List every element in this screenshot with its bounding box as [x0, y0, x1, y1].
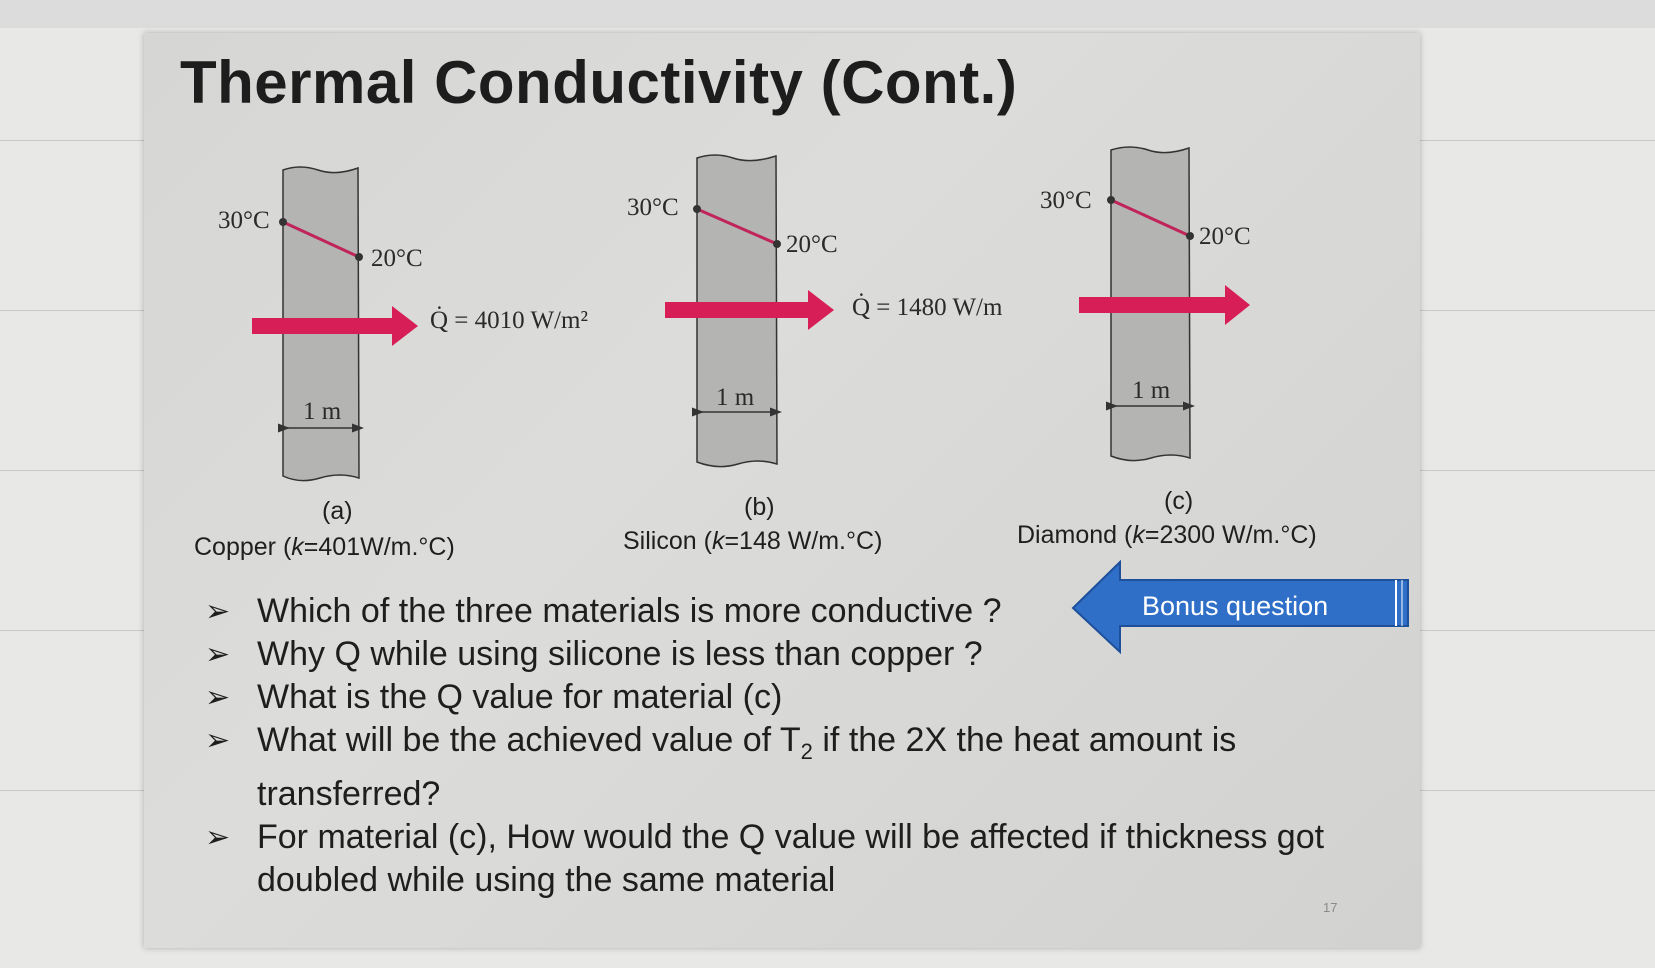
- figure-b-heat-flux: Q̇ = 1480 W/m: [852, 294, 1003, 321]
- question-item: ➢ What will be the achieved value of T2 …: [205, 721, 1237, 813]
- question-item: ➢ Why Q while using silicone is less tha…: [205, 633, 1405, 676]
- question-item: ➢ Which of the three materials is more c…: [205, 590, 1405, 633]
- figure-b-letter: (b): [744, 493, 775, 521]
- figure-a-caption: Copper (k=401W/m.°C): [194, 533, 455, 561]
- figure-a-heat-flux: Q̇ = 4010 W/m²: [430, 307, 588, 334]
- arrow-bullet-icon: ➢: [205, 681, 231, 714]
- figure-c-temp-right: 20°C: [1199, 223, 1251, 250]
- figure-a-width: 1 m: [303, 398, 342, 425]
- background-strip: [0, 0, 1655, 28]
- figure-a-temp-right: 20°C: [371, 245, 423, 272]
- figure-b-caption: Silicon (k=148 W/m.°C): [623, 527, 883, 555]
- arrow-bullet-icon: ➢: [205, 638, 231, 671]
- figure-c-width: 1 m: [1132, 377, 1171, 404]
- question-item: ➢ For material (c), How would the Q valu…: [205, 817, 1325, 899]
- figure-a-letter: (a): [322, 497, 353, 525]
- question-list: ➢ Which of the three materials is more c…: [205, 590, 1405, 902]
- arrow-bullet-icon: ➢: [205, 820, 231, 854]
- figure-b-width: 1 m: [716, 384, 755, 411]
- question-item: ➢ What is the Q value for material (c): [205, 676, 1405, 719]
- figure-c-letter: (c): [1164, 487, 1194, 515]
- figure-c-temp-left: 30°C: [1040, 187, 1092, 214]
- arrow-bullet-icon: ➢: [205, 724, 231, 757]
- slide-number: 17: [1323, 900, 1338, 915]
- figure-c-caption: Diamond (k=2300 W/m.°C): [1017, 521, 1317, 549]
- bonus-label: Bonus question: [1142, 591, 1329, 621]
- arrow-bullet-icon: ➢: [205, 595, 231, 628]
- figure-b-temp-right: 20°C: [786, 231, 838, 258]
- figure-a-temp-left: 30°C: [218, 207, 270, 234]
- slide-title: Thermal Conductivity (Cont.): [180, 49, 1018, 116]
- figure-b-temp-left: 30°C: [627, 194, 679, 221]
